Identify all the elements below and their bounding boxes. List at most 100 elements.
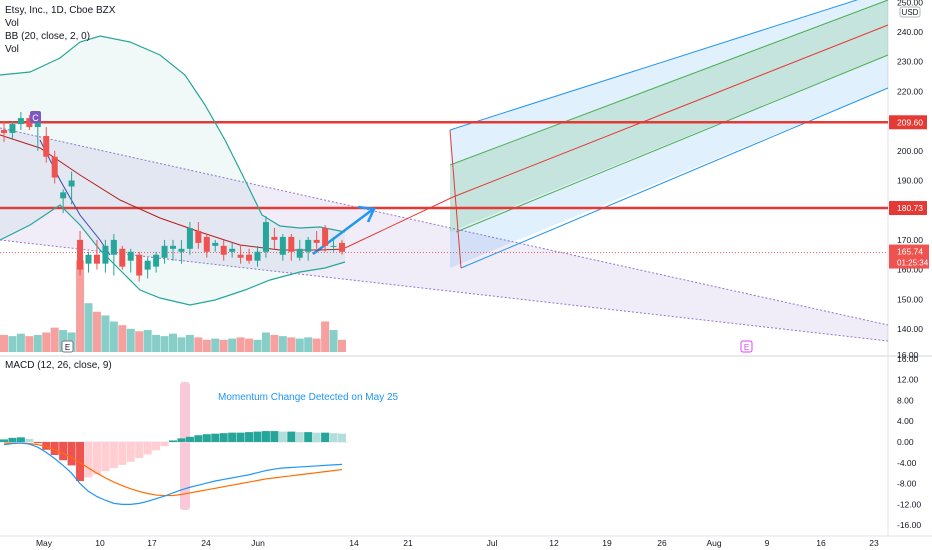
axes: 140.00150.00160.00170.00180.00190.00200.… — [36, 0, 929, 548]
volume-bar — [270, 334, 279, 352]
volume-bar — [211, 338, 220, 352]
macd-hist-bar — [118, 442, 127, 465]
candle-body — [313, 239, 320, 243]
signal-line — [4, 442, 343, 497]
time-tick: 12 — [549, 538, 559, 548]
price-tick: 220.00 — [897, 86, 923, 96]
macd-hist-bar — [101, 442, 110, 472]
candle-body — [9, 124, 16, 133]
wedge-lower — [0, 239, 889, 342]
time-tick: 16 — [816, 538, 826, 548]
volume-bar — [219, 339, 228, 352]
macd-hist-bar — [25, 438, 34, 442]
volume-bar — [278, 336, 287, 352]
macd-tick: 4.00 — [897, 416, 914, 426]
candle-body — [237, 254, 244, 258]
macd-tick: -12.00 — [897, 499, 921, 509]
macd-hist-bar — [270, 431, 279, 442]
candle-body — [322, 228, 329, 246]
macd-hist-bar — [84, 442, 93, 478]
volume-bar — [169, 333, 177, 352]
candle-body — [305, 239, 312, 252]
price-tick: 160.00 — [897, 265, 923, 275]
volume-bar — [16, 333, 25, 352]
vol-legend-2[interactable]: Vol — [5, 44, 19, 55]
macd-hist-bar — [185, 436, 194, 442]
macd-hist-bar — [261, 431, 270, 442]
candle-body — [51, 156, 58, 178]
candle-body — [43, 135, 50, 157]
future-earnings-marker — [740, 340, 753, 353]
price-tick: 200.00 — [897, 146, 923, 156]
time-tick: 10 — [95, 538, 105, 548]
candle-body — [262, 222, 269, 252]
countdown-label: 01:25:34 — [897, 259, 929, 268]
last-price-box — [889, 244, 929, 269]
volume-bar — [295, 338, 304, 352]
candlesticks: C E E — [1, 111, 753, 353]
volume-bar — [312, 338, 321, 352]
volume-bar — [118, 325, 127, 352]
macd-hist-bar — [59, 442, 68, 461]
candle-body — [1, 130, 7, 133]
volume-bar — [185, 334, 194, 352]
volume-bar — [143, 330, 152, 352]
macd-hist-bar — [236, 432, 245, 442]
candle-body — [220, 245, 227, 255]
volume-bar — [304, 337, 313, 352]
candle-body — [127, 251, 134, 261]
candle-body — [271, 236, 278, 240]
candle-body — [288, 236, 295, 252]
candle-body — [68, 180, 75, 187]
candle-body — [93, 254, 100, 264]
macd-hist-bar — [50, 442, 59, 455]
candle-body — [161, 245, 168, 258]
volume-bar — [329, 330, 338, 352]
candle-body — [186, 228, 193, 249]
future-earnings-label: E — [744, 343, 749, 352]
macd-hist-bar — [287, 431, 296, 442]
macd-hist-bar — [67, 442, 76, 466]
candle-body — [153, 254, 160, 267]
macd-hist-bar — [295, 432, 304, 442]
macd-pane — [0, 382, 348, 510]
price-pane — [0, 0, 888, 355]
macd-legend[interactable]: MACD (12, 26, close, 9) — [5, 360, 112, 371]
macd-tick: -4.00 — [897, 458, 917, 468]
macd-hist-bar — [16, 437, 25, 442]
volume-bar — [245, 338, 254, 352]
candle-body — [229, 248, 236, 252]
candle-body — [195, 230, 202, 243]
macd-tick: 0.00 — [897, 437, 914, 447]
volume-bar — [84, 303, 93, 352]
volume-bar — [194, 337, 203, 352]
symbol-title[interactable]: Etsy, Inc., 1D, Cboe BZX — [5, 5, 116, 16]
currency-label: USD — [902, 8, 919, 17]
candle-body — [296, 248, 303, 258]
candle-body — [330, 245, 337, 247]
candle-body — [17, 118, 24, 125]
event-c-marker — [30, 111, 41, 123]
volume-bar — [253, 339, 262, 352]
bb-legend[interactable]: BB (20, close, 2, 0) — [5, 31, 91, 42]
candle-body — [246, 254, 253, 261]
time-tick: Aug — [706, 538, 721, 548]
trend-arrowhead — [357, 205, 376, 223]
candle-body — [110, 239, 117, 255]
volume-bar — [236, 337, 245, 352]
time-tick: 23 — [869, 538, 879, 548]
price-tick: 250.00 — [897, 0, 923, 7]
volume-bar — [92, 311, 101, 352]
vol-legend[interactable]: Vol — [5, 18, 19, 29]
resistance-180-label-box — [889, 201, 927, 216]
candle-body — [279, 236, 286, 255]
candle-body — [102, 245, 109, 264]
macd-hist-bar — [92, 442, 101, 475]
macd-hist-bar — [135, 442, 144, 459]
price-tick: 230.00 — [897, 57, 923, 67]
macd-hist-bar — [8, 437, 17, 442]
fork-inner-fill — [450, 0, 888, 232]
macd-hist-bar — [202, 434, 211, 442]
volume-bar — [287, 337, 296, 352]
